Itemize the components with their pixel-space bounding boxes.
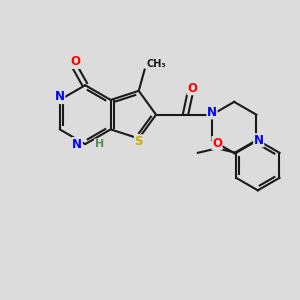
Text: N: N xyxy=(55,91,65,103)
Text: N: N xyxy=(254,134,264,147)
Text: O: O xyxy=(212,136,222,150)
Text: H: H xyxy=(94,139,104,149)
Text: N: N xyxy=(72,138,82,151)
Text: N: N xyxy=(207,106,217,119)
Text: O: O xyxy=(70,56,80,68)
Text: O: O xyxy=(187,82,197,95)
Text: CH₃: CH₃ xyxy=(146,59,166,69)
Text: S: S xyxy=(134,135,143,148)
